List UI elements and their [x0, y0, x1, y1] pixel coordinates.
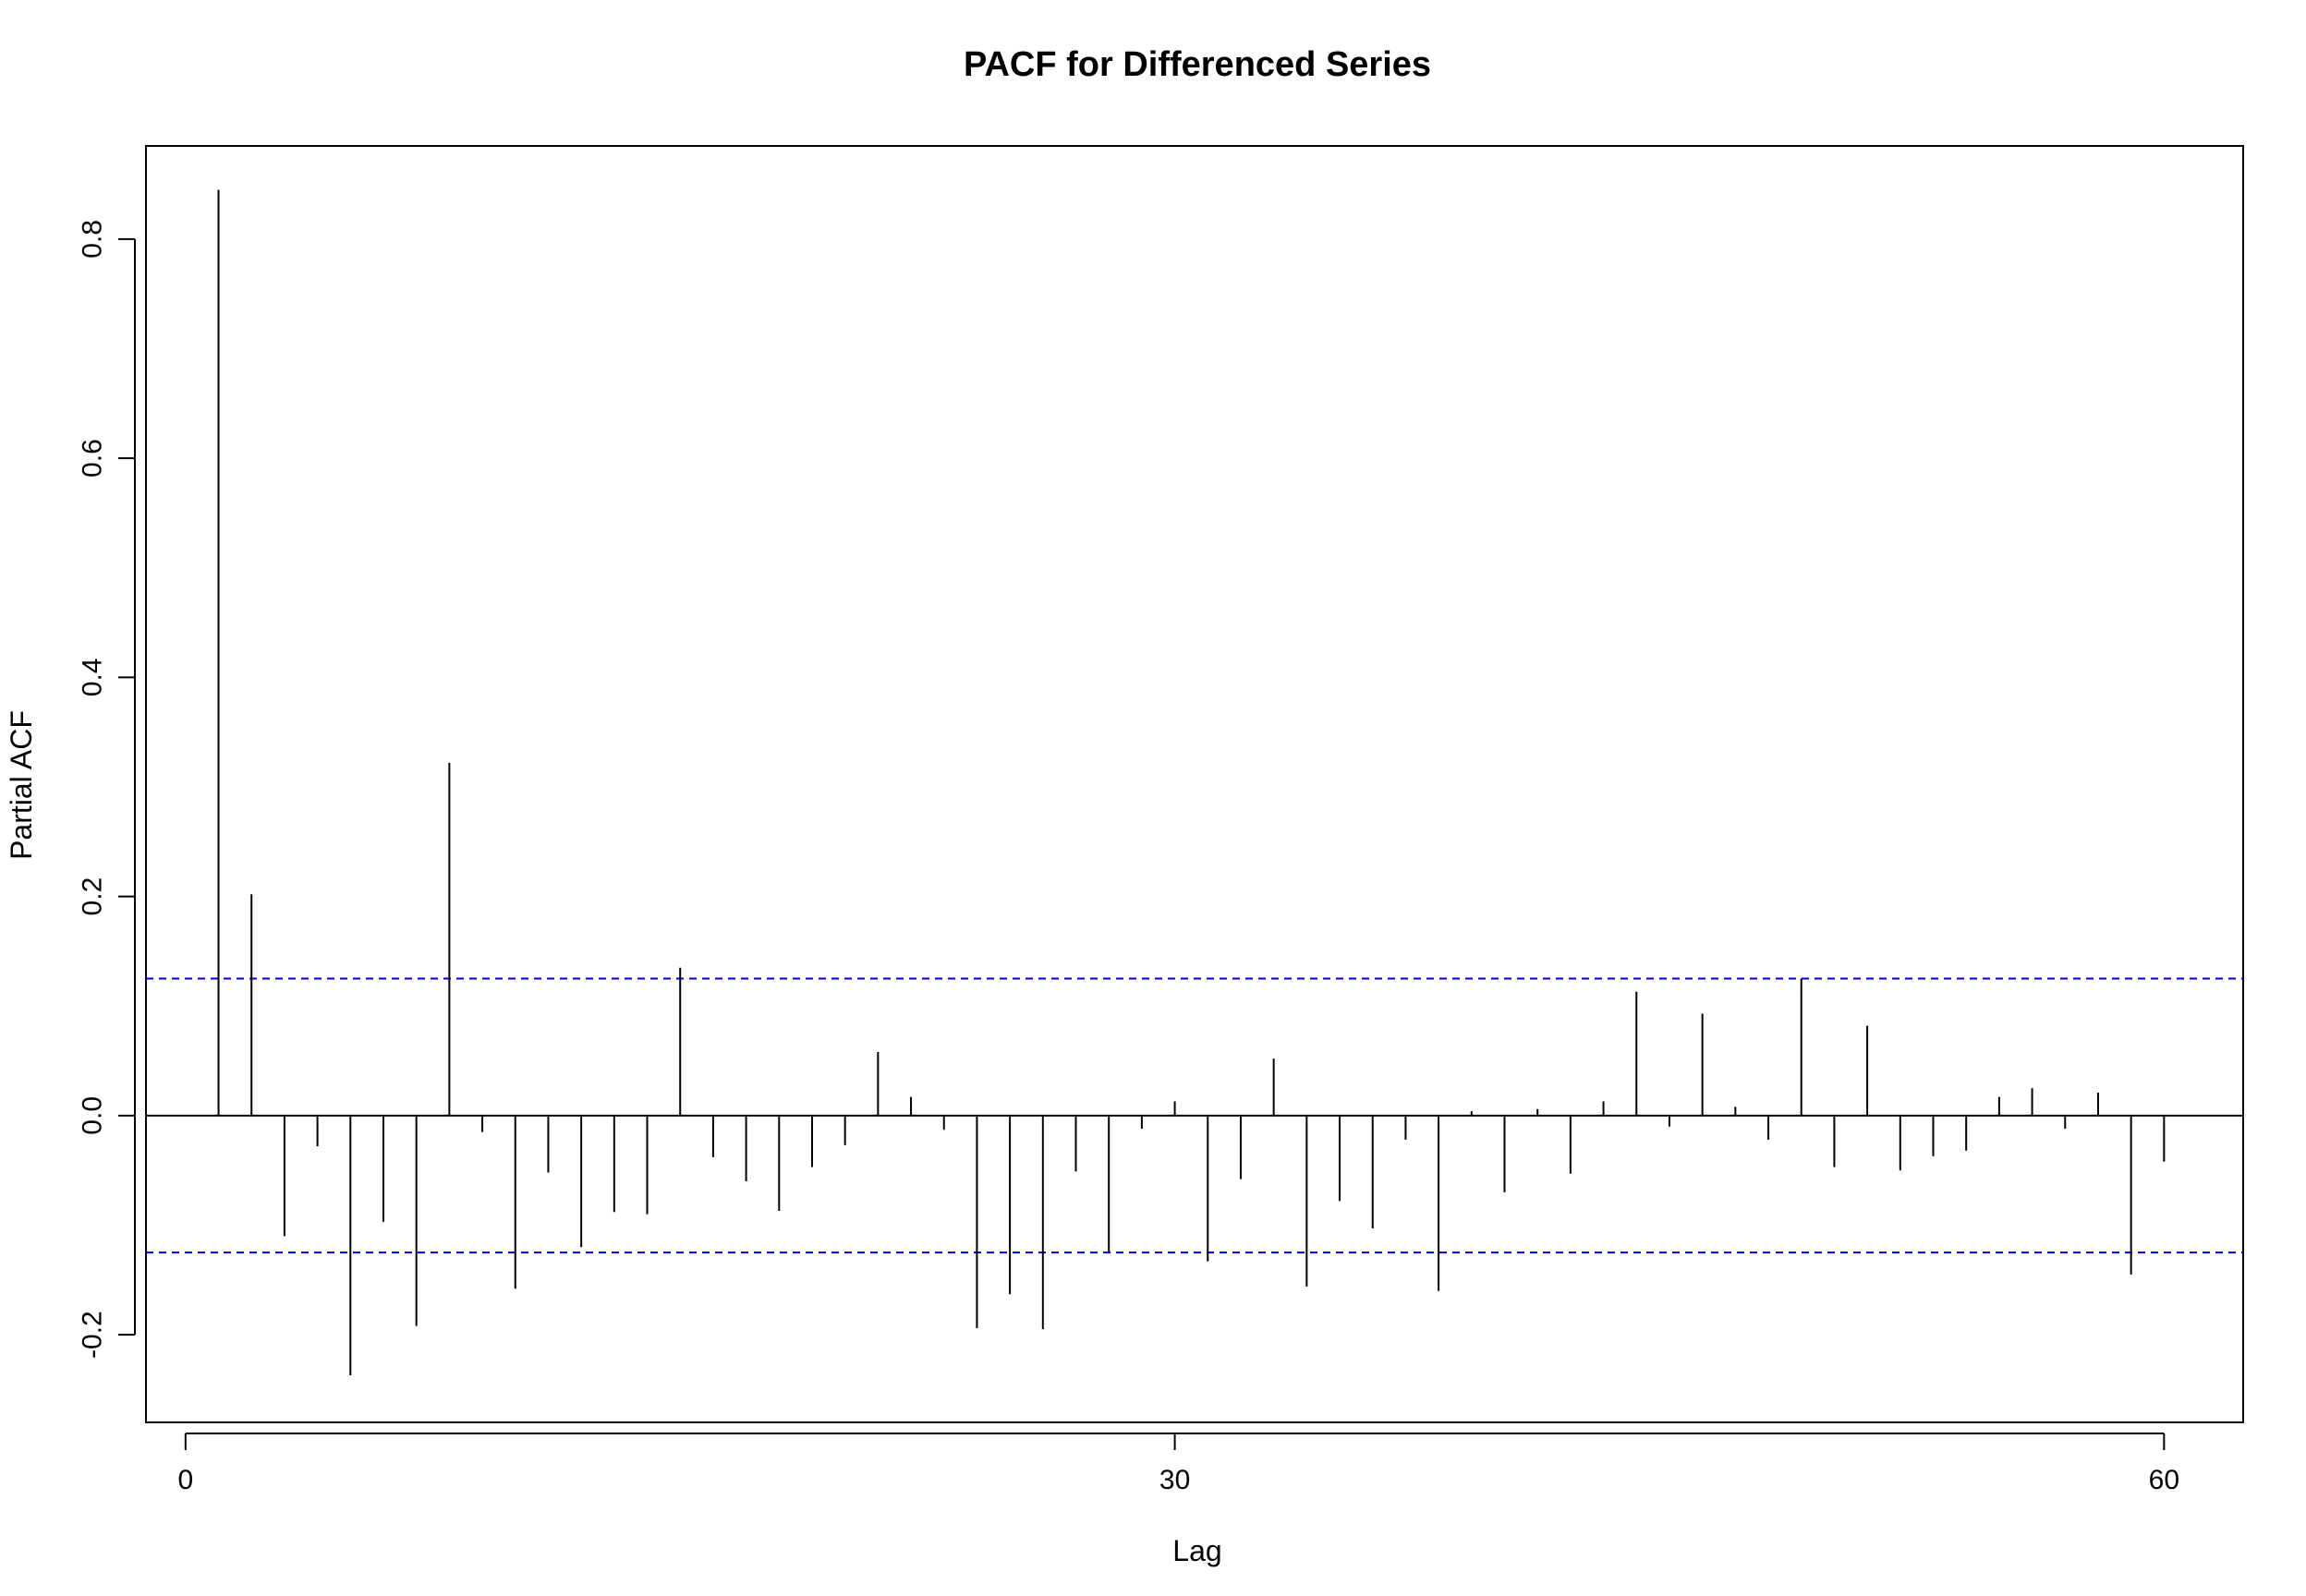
plot-frame [145, 145, 2244, 1423]
y-tick-label-4: 0.6 [78, 439, 108, 478]
y-tick-label-2: 0.2 [78, 877, 108, 916]
chart-title: PACF for Differenced Series [964, 45, 1431, 84]
x-tick-label-0: 0 [177, 1465, 193, 1495]
y-tick-label-0: -0.2 [78, 1311, 108, 1359]
x-tick-label-30: 30 [1159, 1465, 1190, 1495]
y-tick-label-3: 0.4 [78, 658, 108, 696]
y-tick-label-1: 0.0 [78, 1096, 108, 1135]
chart-marks: 0 30 60 -0.2 0.0 0.2 0.4 0.6 0.8 [78, 145, 2244, 1495]
x-axis-label: Lag [1172, 1534, 1221, 1567]
x-tick-label-60: 60 [2149, 1465, 2179, 1495]
y-axis-label: Partial ACF [5, 710, 38, 860]
y-tick-label-5: 0.8 [78, 220, 108, 259]
